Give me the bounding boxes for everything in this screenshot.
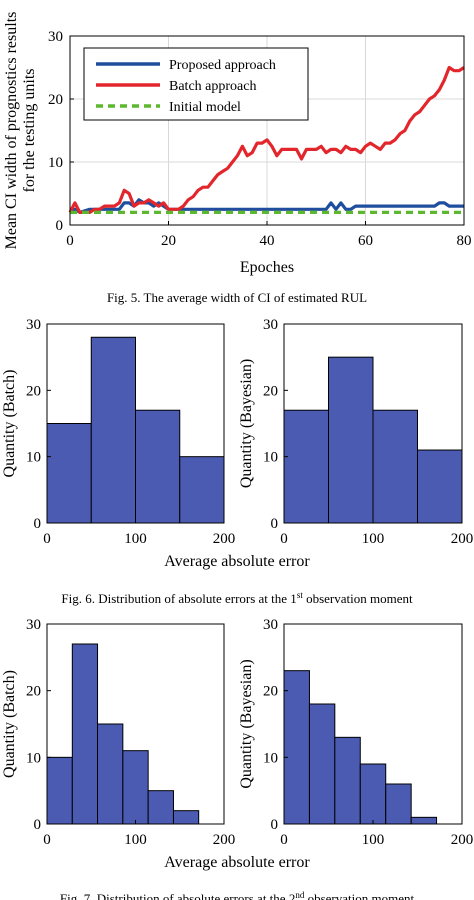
fig7-caption-main: Fig. 7. Distribution of absolute errors … — [60, 891, 295, 900]
fig5-x-tick-label: 80 — [457, 233, 472, 249]
fig6-batch-bar — [90, 336, 136, 524]
fig7-batch-x-tick-label: 100 — [124, 832, 147, 848]
fig6-caption-sup: st — [297, 590, 304, 600]
fig6-caption: Fig. 6. Distribution of absolute errors … — [61, 590, 413, 606]
fig7-batch-x-tick-label: 0 — [43, 832, 51, 848]
fig5-legend-label: Initial model — [169, 100, 241, 115]
fig7-batch-bar — [122, 750, 149, 825]
fig6-bayesian-x-tick-label: 0 — [280, 531, 288, 547]
fig5-line-chart: 0 20 40 60 80 0 10 20 30 Epoches Mean CI width of … — [3, 12, 472, 276]
fig7-batch-y-tick-label: 20 — [26, 684, 41, 700]
fig7-bayesian-bar — [359, 763, 387, 825]
fig6-bayesian-x-tick-label: 100 — [362, 531, 385, 547]
fig6-batch-y-tick-label: 20 — [26, 383, 41, 399]
fig5-legend-label: Batch approach — [169, 79, 256, 94]
fig5-series-line — [68, 65, 465, 214]
fig5-x-tick-label: 60 — [358, 233, 373, 249]
fig5-y-axis-label-line1: Mean CI width of prognostics results — [3, 12, 20, 250]
fig7-batch-y-tick-label: 10 — [26, 750, 41, 766]
fig6-bayesian-bar — [417, 449, 463, 524]
fig6-bayesian-histogram: 0 100 200 0 10 20 30 Quantity (Bayesian) — [238, 317, 473, 547]
fig7-bayesian-bar — [385, 783, 412, 825]
fig7-caption-tail: observation moment — [304, 891, 414, 900]
fig7-bayesian-y-tick-label: 0 — [271, 817, 279, 833]
fig6-bayesian-bar — [372, 409, 418, 524]
fig6-bayesian-x-tick-label: 200 — [451, 531, 474, 547]
fig5-y-tick-label: 10 — [48, 155, 63, 171]
fig6-batch-y-tick-label: 0 — [34, 516, 42, 532]
fig7-bayesian-bar — [410, 816, 438, 825]
fig7-batch-y-tick-label: 30 — [26, 617, 41, 633]
fig5-y-tick-label: 0 — [56, 218, 64, 234]
fig7-batch-bar — [46, 756, 73, 825]
fig5-legend-label: Proposed approach — [169, 58, 276, 73]
fig6-batch-bar — [179, 456, 225, 524]
fig5-legend: Proposed approach Batch approach Initial m… — [83, 47, 309, 121]
fig7-bayesian-histogram: 0 100 200 0 10 20 30 Quantity (Bayesian) — [238, 617, 473, 848]
fig6-batch-x-tick-label: 200 — [213, 531, 236, 547]
fig7-caption: Fig. 7. Distribution of absolute errors … — [60, 890, 415, 900]
fig6-caption-tail: observation moment — [303, 591, 413, 606]
fig6-bayesian-y-axis-label: Quantity (Bayesian) — [238, 359, 255, 488]
fig7-bayesian-bar — [308, 703, 336, 825]
fig7-batch-bar — [147, 790, 174, 825]
fig6-batch-x-axis-label: Average absolute error — [164, 553, 310, 570]
fig7-bayesian-y-tick-label: 20 — [263, 684, 278, 700]
fig7-bayesian-x-tick-label: 200 — [451, 832, 474, 848]
fig5-caption: Fig. 5. The average width of CI of estim… — [107, 290, 367, 305]
fig7-batch-x-tick-label: 200 — [213, 832, 236, 848]
fig5-x-axis-label: Epoches — [240, 259, 294, 276]
fig6-batch-x-tick-label: 0 — [43, 531, 51, 547]
fig7-batch-x-axis-label: Average absolute error — [164, 854, 310, 871]
fig5-y-tick-label: 30 — [48, 29, 63, 45]
fig6-bayesian-y-tick-label: 0 — [271, 516, 279, 532]
fig6-bayesian-y-tick-label: 30 — [263, 317, 278, 333]
fig5-y-axis-label-line2: for the testing units — [21, 69, 38, 193]
fig7-bayesian-y-tick-label: 10 — [263, 750, 278, 766]
fig7-bayesian-y-tick-label: 30 — [263, 617, 278, 633]
fig7-batch-bar — [71, 643, 99, 825]
fig7-batch-bar — [97, 723, 124, 825]
fig6-bayesian-bar — [328, 356, 374, 524]
fig7-bayesian-x-tick-label: 0 — [280, 832, 288, 848]
fig7-bayesian-y-axis-label: Quantity (Bayesian) — [238, 659, 255, 788]
fig7-bayesian-x-tick-label: 100 — [362, 832, 385, 848]
fig6-batch-bar — [46, 423, 92, 524]
fig7-batch-y-tick-label: 0 — [34, 817, 42, 833]
fig6-bayesian-y-tick-label: 10 — [263, 450, 278, 466]
fig7-batch-y-axis-label: Quantity (Batch) — [1, 670, 18, 778]
fig7-bayesian-bar — [334, 736, 361, 825]
fig6-batch-y-axis-label: Quantity (Batch) — [1, 370, 18, 478]
fig6-bayesian-bar — [283, 409, 329, 524]
fig6-batch-bar — [135, 409, 181, 524]
fig7-bayesian-bar — [283, 670, 310, 825]
fig5-x-tick-label: 0 — [66, 233, 74, 249]
fig6-batch-x-tick-label: 100 — [124, 531, 147, 547]
fig6-caption-main: Fig. 6. Distribution of absolute errors … — [61, 591, 296, 606]
fig5-y-tick-label: 20 — [48, 92, 63, 108]
fig6-batch-y-tick-label: 10 — [26, 450, 41, 466]
fig6-bayesian-y-tick-label: 20 — [263, 383, 278, 399]
fig6-batch-y-tick-label: 30 — [26, 317, 41, 333]
fig5-x-tick-label: 20 — [161, 233, 176, 249]
fig7-caption-sup: nd — [295, 890, 305, 900]
fig7-batch-bar — [172, 810, 200, 825]
fig5-x-tick-label: 40 — [260, 233, 275, 249]
